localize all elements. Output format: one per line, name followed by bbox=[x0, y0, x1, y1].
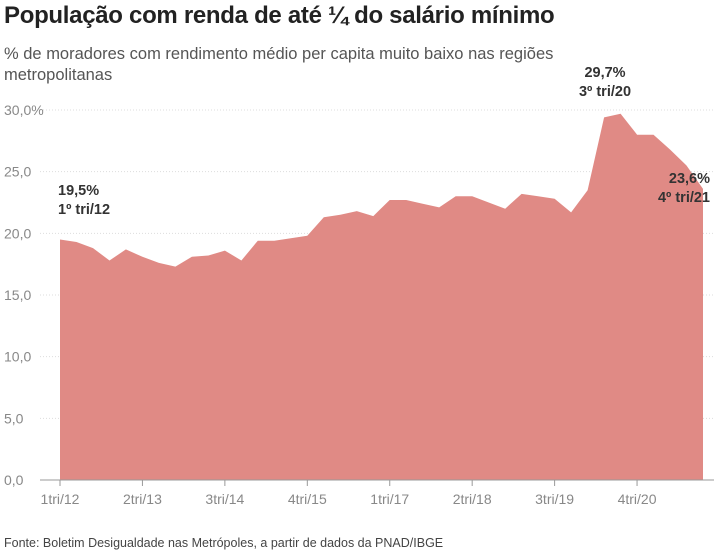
annotation-value: 23,6% bbox=[669, 171, 710, 187]
annotation-label: 1º tri/12 bbox=[58, 202, 110, 218]
chart-title: População com renda de até ¼ do salário … bbox=[4, 2, 555, 29]
y-tick-label: 20,0 bbox=[4, 225, 31, 241]
chart-subtitle: % de moradores com rendimento médio per … bbox=[4, 45, 554, 84]
y-tick-label: 5,0 bbox=[4, 410, 24, 426]
x-tick-label: 1tri/12 bbox=[41, 491, 80, 507]
annotation-value: 29,7% bbox=[584, 65, 625, 81]
annotation-label: 3º tri/20 bbox=[579, 84, 631, 100]
annotation-label: 4º tri/21 bbox=[658, 190, 710, 206]
source-note: Fonte: Boletim Desigualdade nas Metrópol… bbox=[4, 536, 444, 550]
annotation-value: 19,5% bbox=[58, 183, 99, 199]
y-tick-label: 10,0 bbox=[4, 349, 31, 365]
y-tick-label: 30,0% bbox=[4, 102, 44, 118]
x-tick-label: 2tri/18 bbox=[453, 491, 492, 507]
x-tick-label: 2tri/13 bbox=[123, 491, 162, 507]
x-tick-label: 4tri/20 bbox=[618, 491, 657, 507]
x-tick-label: 1tri/17 bbox=[370, 491, 409, 507]
x-tick-label: 3tri/14 bbox=[205, 491, 244, 507]
x-tick-label: 3tri/19 bbox=[535, 491, 574, 507]
y-tick-label: 25,0 bbox=[4, 164, 31, 180]
x-tick-label: 4tri/15 bbox=[288, 491, 327, 507]
area-series bbox=[60, 113, 703, 480]
y-tick-label: 0,0 bbox=[4, 472, 24, 488]
y-tick-label: 15,0 bbox=[4, 287, 31, 303]
